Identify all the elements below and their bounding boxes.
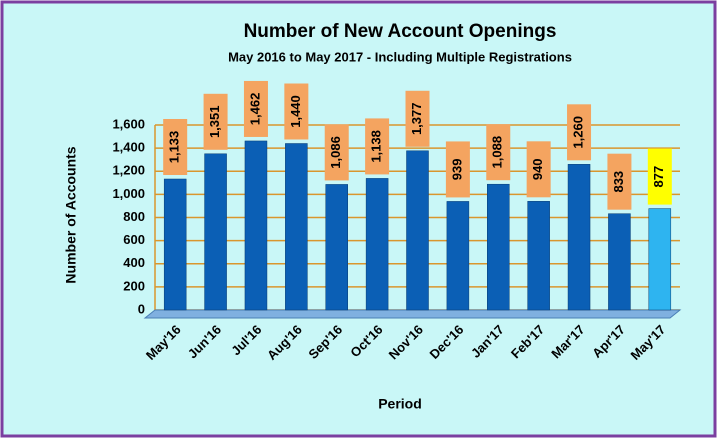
data-label: 1,440 xyxy=(288,95,303,128)
data-label-box xyxy=(567,104,592,161)
data-label-box xyxy=(284,83,309,140)
y-tick-label: 1,600 xyxy=(112,116,145,131)
data-label-box xyxy=(365,118,390,175)
y-tick-label: 200 xyxy=(123,278,145,293)
data-label: 1,133 xyxy=(167,131,182,164)
y-tick-label: 1,200 xyxy=(112,163,145,178)
data-label: 1,462 xyxy=(247,93,262,126)
data-label-box xyxy=(607,153,632,210)
y-tick-label: 600 xyxy=(123,232,145,247)
bar xyxy=(446,201,470,311)
data-label: 1,088 xyxy=(490,136,505,169)
bar xyxy=(325,184,348,311)
data-label-box xyxy=(647,148,672,205)
bar xyxy=(406,150,429,311)
chart-subtitle: May 2016 to May 2017 - Including Multipl… xyxy=(228,49,572,64)
chart-title: Number of New Account Openings xyxy=(244,21,557,42)
data-label-box xyxy=(324,124,349,181)
data-label-box xyxy=(486,124,511,181)
bar xyxy=(285,143,308,311)
data-label-box xyxy=(405,90,430,147)
data-label-box xyxy=(243,80,268,137)
x-axis-label: Period xyxy=(378,396,422,412)
y-axis-label: Number of Accounts xyxy=(63,146,79,283)
y-tick-label: 1,400 xyxy=(112,140,145,155)
data-label-box xyxy=(163,118,188,175)
data-label: 1,260 xyxy=(570,116,585,149)
y-tick-label: 400 xyxy=(123,255,145,270)
data-label: 1,138 xyxy=(369,130,384,163)
data-label: 1,086 xyxy=(328,136,343,169)
bar xyxy=(163,178,187,311)
bar xyxy=(365,178,389,311)
bar xyxy=(608,213,631,311)
data-label-box xyxy=(526,141,551,198)
bar xyxy=(648,208,672,311)
bar xyxy=(244,140,268,311)
data-label: 877 xyxy=(651,166,666,188)
floor xyxy=(143,309,682,319)
data-label: 939 xyxy=(449,159,464,181)
data-label: 1,351 xyxy=(207,106,222,139)
y-tick-label: 1,000 xyxy=(112,186,145,201)
bar xyxy=(567,164,591,311)
data-label: 1,377 xyxy=(409,103,424,136)
data-label-box xyxy=(445,141,470,198)
y-tick-label: 800 xyxy=(123,209,145,224)
bar xyxy=(487,183,510,311)
bar xyxy=(204,153,227,311)
data-label-box xyxy=(203,93,228,150)
y-tick-label: 0 xyxy=(138,301,145,316)
data-label: 833 xyxy=(611,171,626,193)
data-label: 940 xyxy=(530,158,545,180)
bar xyxy=(527,201,550,311)
